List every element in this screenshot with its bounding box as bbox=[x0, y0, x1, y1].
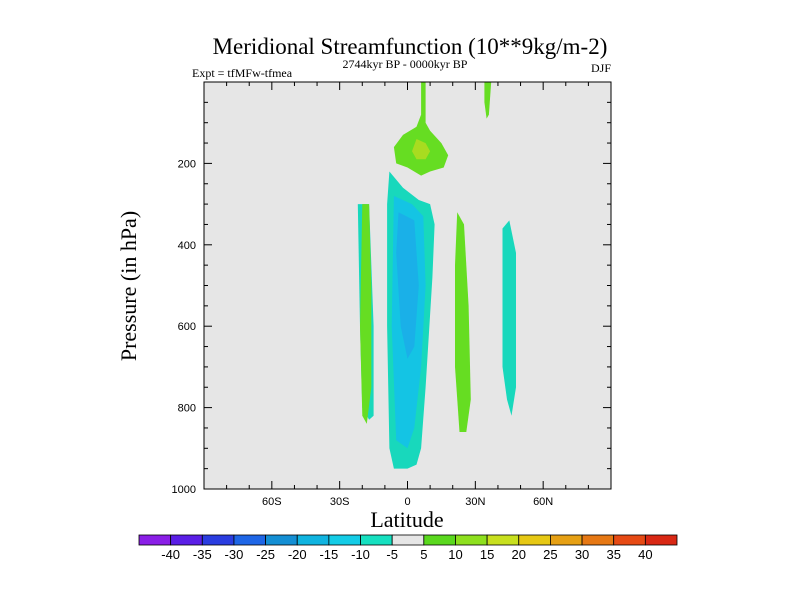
colorbar-label: -40 bbox=[161, 547, 180, 562]
colorbar-label: -15 bbox=[319, 547, 338, 562]
colorbar-label: 5 bbox=[420, 547, 427, 562]
colorbar-swatch bbox=[265, 534, 298, 546]
colorbar-swatch bbox=[486, 534, 520, 546]
y-tick-label: 600 bbox=[178, 321, 196, 333]
colorbar-label: 25 bbox=[543, 547, 557, 562]
colorbar-label: 10 bbox=[448, 547, 462, 562]
colorbar-swatch bbox=[170, 534, 203, 546]
colorbar-swatch bbox=[138, 534, 172, 546]
colorbar-swatch bbox=[644, 534, 678, 546]
x-axis-label: Latitude bbox=[370, 507, 443, 532]
x-tick-label: 0 bbox=[404, 496, 410, 508]
colorbar-label: 30 bbox=[575, 547, 589, 562]
chart-subtitle-left: Expt = tfMFw-tfmea bbox=[192, 66, 293, 80]
colorbar-swatch bbox=[550, 534, 583, 546]
colorbar-swatch bbox=[201, 534, 235, 546]
colorbar-label: -10 bbox=[351, 547, 370, 562]
colorbar-swatch bbox=[455, 534, 488, 546]
colorbar-swatch bbox=[613, 534, 646, 546]
colorbar-label: 15 bbox=[480, 547, 494, 562]
colorbar-label: 20 bbox=[512, 547, 526, 562]
y-axis-label: Pressure (in hPa) bbox=[116, 211, 141, 361]
contour-region-7 bbox=[393, 82, 449, 176]
colorbar-label: -25 bbox=[256, 547, 275, 562]
colorbar-swatch bbox=[581, 534, 615, 546]
chart-subtitle-right: DJF bbox=[591, 61, 611, 75]
colorbar-swatch bbox=[423, 534, 456, 546]
x-axis: 60S 30S 0 30N 60N bbox=[203, 82, 612, 508]
contour-region-5 bbox=[360, 204, 372, 424]
x-tick-label: 30N bbox=[465, 496, 485, 508]
colorbar-swatch bbox=[518, 534, 551, 546]
chart-title: Meridional Streamfunction (10**9kg/m-2) bbox=[213, 34, 608, 59]
contour-region-9 bbox=[412, 139, 431, 160]
colorbar-swatch bbox=[391, 534, 425, 546]
colorbar-label: -20 bbox=[288, 547, 307, 562]
y-tick-label: 200 bbox=[178, 158, 196, 170]
colorbar-label: -5 bbox=[386, 547, 398, 562]
colorbar-label: -35 bbox=[193, 547, 212, 562]
colorbar-swatch bbox=[233, 534, 266, 546]
y-tick-label: 400 bbox=[178, 240, 196, 252]
contour-region-2 bbox=[502, 220, 516, 416]
y-tick-label: 1000 bbox=[172, 484, 196, 496]
colorbar-label: -30 bbox=[225, 547, 244, 562]
x-tick-label: 60S bbox=[262, 496, 282, 508]
contour-region-4 bbox=[396, 212, 419, 359]
colorbar-label: 35 bbox=[606, 547, 620, 562]
colorbar-swatch bbox=[360, 534, 393, 546]
y-tick-label: 800 bbox=[178, 403, 196, 415]
chart-subtitle-center: 2744kyr BP - 0000kyr BP bbox=[343, 57, 468, 71]
contour-region-8 bbox=[484, 82, 492, 119]
colorbar: -40 -35 -30 -25 -20 -15 -10 -5 5 10 15 20 25 30 35 40 bbox=[138, 534, 678, 562]
colorbar-swatch bbox=[328, 534, 361, 546]
x-tick-label: 60N bbox=[533, 496, 553, 508]
x-tick-label: 30S bbox=[330, 496, 350, 508]
colorbar-swatch bbox=[296, 534, 330, 546]
contour-fill-layer bbox=[357, 82, 516, 469]
colorbar-label: 40 bbox=[638, 547, 652, 562]
contour-region-6 bbox=[455, 212, 471, 432]
y-axis: 200 400 600 800 1000 bbox=[172, 101, 611, 496]
